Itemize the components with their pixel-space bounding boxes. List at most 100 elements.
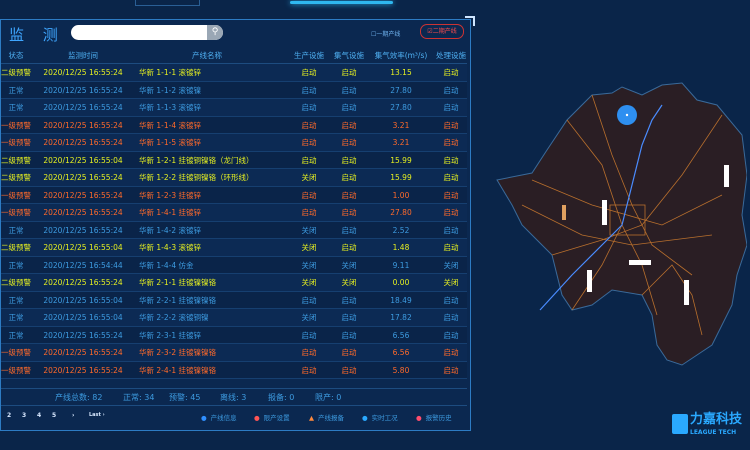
cell-time: 2020/12/25 16:55:24: [43, 365, 123, 375]
cell-treat: 启动: [443, 155, 459, 165]
cell-time: 2020/12/25 16:55:04: [43, 243, 123, 252]
table-row[interactable]: 正常 2020/12/25 16:55:04 华新 2-2-1 挂镀镍镍铬 启动 启动 1…: [1, 291, 467, 309]
cell-eff: 3.21: [392, 120, 410, 130]
table-row[interactable]: 正常 2020/12/25 16:55:24 华新 1-1-3 滚镀锌 启动 启动 27.…: [1, 99, 467, 117]
cell-gas: 关闭: [341, 260, 357, 270]
col-prod: 生产设施: [294, 51, 324, 60]
cell-prod: 启动: [301, 138, 317, 147]
cell-name: 华新 1-4-4 仿金: [139, 260, 194, 270]
legend-alarm[interactable]: ● 报警历史: [416, 412, 452, 422]
table-body: 二级预警 2020/12/25 16:55:24 华新 1-1-1 滚镀锌 启动 启动 1…: [1, 64, 467, 379]
district-map[interactable]: [492, 75, 747, 375]
cell-treat: 启动: [443, 348, 459, 357]
cell-prod: 关闭: [301, 225, 317, 235]
cell-treat: 启动: [443, 365, 459, 375]
table-row[interactable]: 正常 2020/12/25 16:55:24 华新 1-4-2 滚镀锌 关闭 启动 2.5…: [1, 221, 467, 239]
legend-label: 产线信息: [210, 414, 237, 422]
cell-status: 二级预警: [1, 243, 31, 252]
legend-warning[interactable]: ▲ 产线报备: [309, 412, 344, 422]
table-row[interactable]: 二级预警 2020/12/25 16:55:24 华新 2-1-1 挂镀镍镍铬 关闭 关…: [1, 274, 467, 292]
table-row[interactable]: 正常 2020/12/25 16:54:44 华新 1-4-4 仿金 关闭 关闭 9.11…: [1, 256, 467, 274]
table-row[interactable]: 一级预警 2020/12/25 16:55:24 华新 2-3-2 挂镀镍镍铬 启动 启…: [1, 344, 467, 362]
cell-time: 2020/12/25 16:55:24: [43, 138, 123, 147]
line2-label: 二期产线: [432, 28, 457, 35]
last-page[interactable]: Last ›: [89, 412, 105, 418]
cell-eff: 5.80: [392, 365, 410, 375]
cell-time: 2020/12/25 16:55:04: [43, 155, 123, 165]
table-row[interactable]: 一级预警 2020/12/25 16:55:24 华新 1-1-4 滚镀锌 启动 启动 3…: [1, 116, 467, 134]
table-row[interactable]: 二级预警 2020/12/25 16:55:24 华新 1-1-1 滚镀锌 启动 启动 1…: [1, 64, 467, 82]
cell-time: 2020/12/25 16:55:24: [43, 208, 123, 217]
cell-prod: 启动: [301, 348, 317, 357]
cell-treat: 启动: [443, 103, 459, 112]
worker-icon: ●: [362, 414, 368, 422]
cell-gas: 启动: [341, 225, 357, 235]
legend-stop[interactable]: ● 限产设置: [254, 412, 290, 422]
logo-icon: [672, 414, 688, 434]
table-row[interactable]: 正常 2020/12/25 16:55:24 华新 1-1-2 滚镀镍 启动 启动 27.…: [1, 81, 467, 99]
cell-gas: 启动: [341, 138, 357, 147]
table-row[interactable]: 一级预警 2020/12/25 16:55:24 华新 1-4-1 挂镀锌 启动 启动 2…: [1, 204, 467, 222]
cell-status: 正常: [8, 225, 24, 235]
page-5[interactable]: 5: [52, 412, 57, 419]
cell-time: 2020/12/25 16:55:24: [43, 330, 123, 340]
company-logo: 力嘉科技 LEAGUE TECH: [672, 413, 748, 439]
cell-name: 华新 1-1-1 滚镀锌: [139, 68, 201, 77]
cell-gas: 启动: [341, 348, 357, 357]
table-row[interactable]: 二级预警 2020/12/25 16:55:04 华新 1-2-1 挂镀铜镍铬（龙门…: [1, 151, 467, 169]
map-labels: [562, 165, 729, 305]
cell-time: 2020/12/25 16:55:24: [43, 278, 123, 287]
table-row[interactable]: 二级预警 2020/12/25 16:55:04 华新 1-4-3 滚镀锌 关闭 启动 1…: [1, 239, 467, 257]
page-2[interactable]: 2: [7, 412, 12, 419]
cell-name: 华新 1-1-3 滚镀锌: [139, 103, 201, 112]
stat-offline: 离线: 3: [220, 393, 247, 402]
table-row[interactable]: 一级预警 2020/12/25 16:55:24 华新 1-1-5 滚镀锌 启动 启动 3…: [1, 134, 467, 152]
cell-prod: 启动: [301, 295, 317, 305]
line1-checkbox[interactable]: ☐一期产线: [371, 31, 401, 38]
col-status: 状态: [8, 51, 24, 60]
cell-prod: 启动: [301, 155, 317, 165]
search-input[interactable]: ⚲: [71, 25, 223, 40]
cell-time: 2020/12/25 16:55:04: [43, 295, 123, 305]
corner-decoration: [465, 16, 475, 26]
search-icon[interactable]: ⚲: [207, 25, 223, 40]
cell-name: 华新 2-2-1 挂镀镍镍铬: [139, 295, 216, 305]
cell-gas: 启动: [341, 103, 357, 112]
line2-checkbox[interactable]: ☑二期产线: [420, 24, 464, 39]
table-row[interactable]: 正常 2020/12/25 16:55:04 华新 2-2-2 滚镀铜镍 关闭 启动 17…: [1, 309, 467, 327]
table-row[interactable]: 一级预警 2020/12/25 16:55:24 华新 2-4-1 挂镀镍镍铬 启动 启…: [1, 361, 467, 379]
legend-line[interactable]: ● 产线信息: [201, 412, 237, 422]
cell-eff: 6.56: [392, 330, 410, 340]
cell-eff: 27.80: [390, 85, 412, 95]
stat-standby: 报备: 0: [268, 393, 295, 402]
cell-time: 2020/12/25 16:55:24: [43, 348, 123, 357]
top-glow: [290, 1, 393, 4]
cell-eff: 15.99: [390, 173, 412, 182]
table-row[interactable]: 一级预警 2020/12/25 16:55:24 华新 1-2-3 挂镀锌 启动 启动 1…: [1, 186, 467, 204]
table-row[interactable]: 二级预警 2020/12/25 16:55:24 华新 1-2-2 挂镀铜镍铬（环形…: [1, 169, 467, 187]
cell-eff: 6.56: [392, 348, 410, 357]
cell-gas: 启动: [341, 365, 357, 375]
cell-time: 2020/12/25 16:55:24: [43, 190, 123, 200]
stop-icon: ●: [254, 414, 260, 422]
cell-eff: 17.82: [390, 313, 412, 322]
cell-eff: 27.80: [390, 103, 412, 112]
stat-warn: 预警: 45: [169, 393, 201, 402]
page-4[interactable]: 4: [37, 412, 42, 419]
alarm-icon: ●: [416, 414, 422, 422]
cell-gas: 启动: [341, 330, 357, 340]
cell-time: 2020/12/25 16:55:24: [43, 68, 123, 77]
legend-worker[interactable]: ● 实时工况: [362, 412, 398, 422]
cell-time: 2020/12/25 16:55:24: [43, 85, 123, 95]
cell-treat: 启动: [443, 208, 459, 217]
table-row[interactable]: 正常 2020/12/25 16:55:24 华新 2-3-1 挂镀锌 启动 启动 6.5…: [1, 326, 467, 344]
cell-name: 华新 1-2-3 挂镀锌: [139, 190, 201, 200]
cell-eff: 9.11: [392, 260, 410, 270]
next-page[interactable]: ›: [72, 412, 75, 419]
cell-gas: 启动: [341, 120, 357, 130]
cell-treat: 启动: [443, 173, 459, 182]
col-treat: 处理设施: [436, 51, 466, 60]
page-3[interactable]: 3: [22, 412, 27, 419]
cell-treat: 启动: [443, 120, 459, 130]
cell-eff: 1.00: [392, 190, 410, 200]
